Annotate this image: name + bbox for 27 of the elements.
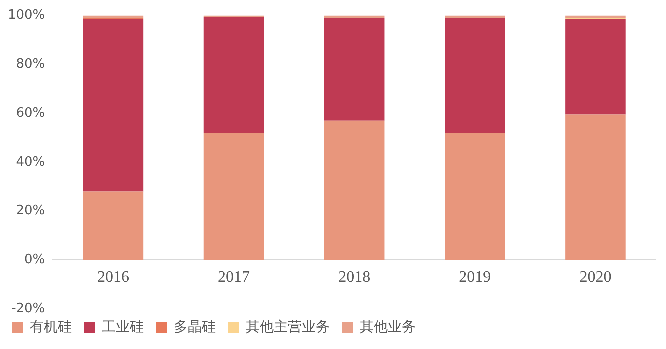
y-tick-label: 100% xyxy=(8,8,46,24)
x-tick-label: 2019 xyxy=(459,268,492,286)
legend-label: 有机硅 xyxy=(30,320,72,336)
y-tick-label: 60% xyxy=(16,106,46,121)
x-tick-label: 2017 xyxy=(218,268,250,286)
bar xyxy=(204,17,264,134)
x-tick-label: 2016 xyxy=(97,268,130,286)
bar xyxy=(83,192,144,260)
x-tick-label: 2020 xyxy=(580,268,612,286)
bar xyxy=(324,18,385,121)
y-tick-label: 20% xyxy=(16,204,46,219)
bar xyxy=(83,19,144,192)
legend-label: 工业硅 xyxy=(102,320,144,336)
bar xyxy=(566,114,626,260)
bar xyxy=(324,120,385,260)
y-tick-label: 80% xyxy=(16,57,46,72)
legend-label: 多晶硅 xyxy=(174,320,216,336)
bar xyxy=(566,19,626,115)
bar xyxy=(445,18,506,134)
y-tick-label: 0% xyxy=(24,252,46,268)
x-tick-label: 2018 xyxy=(338,268,371,286)
legend-label: 其他业务 xyxy=(360,320,416,336)
bar xyxy=(445,133,506,260)
y-tick-label: 40% xyxy=(16,154,46,170)
legend-label: 其他主营业务 xyxy=(246,320,330,336)
bar xyxy=(204,133,264,260)
y-tick-label: -20% xyxy=(12,301,46,316)
